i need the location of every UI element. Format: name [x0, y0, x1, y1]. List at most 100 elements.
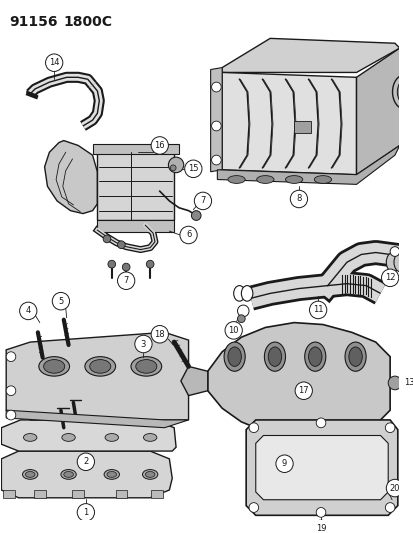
Polygon shape	[217, 146, 399, 184]
Polygon shape	[255, 435, 387, 500]
Ellipse shape	[39, 357, 69, 376]
Circle shape	[191, 211, 201, 220]
Circle shape	[385, 479, 403, 497]
Ellipse shape	[268, 347, 281, 366]
Text: 91156: 91156	[9, 15, 57, 29]
Ellipse shape	[25, 472, 35, 478]
Circle shape	[316, 507, 325, 517]
Circle shape	[211, 155, 221, 165]
Text: 3: 3	[140, 340, 146, 349]
Circle shape	[249, 423, 258, 433]
Text: 7: 7	[200, 197, 205, 205]
Text: 19: 19	[315, 524, 325, 533]
Ellipse shape	[105, 433, 118, 441]
Text: 11: 11	[312, 305, 323, 314]
Circle shape	[290, 190, 307, 208]
Text: 5: 5	[58, 297, 63, 306]
Bar	[97, 220, 174, 232]
Ellipse shape	[61, 470, 76, 479]
Text: 13: 13	[403, 378, 413, 387]
Text: 15: 15	[188, 164, 198, 173]
Circle shape	[52, 293, 69, 310]
Bar	[97, 152, 174, 220]
Text: 18: 18	[154, 330, 165, 339]
Circle shape	[170, 165, 176, 171]
Circle shape	[180, 226, 197, 244]
Polygon shape	[6, 410, 188, 427]
Ellipse shape	[142, 470, 157, 479]
Circle shape	[316, 418, 325, 427]
Ellipse shape	[241, 286, 252, 301]
Circle shape	[6, 410, 16, 420]
Circle shape	[312, 520, 329, 533]
Circle shape	[389, 247, 399, 256]
Circle shape	[146, 260, 154, 268]
Ellipse shape	[313, 175, 331, 183]
Circle shape	[117, 272, 135, 289]
Circle shape	[237, 305, 249, 317]
Ellipse shape	[233, 286, 244, 301]
Circle shape	[6, 352, 16, 361]
Polygon shape	[246, 420, 397, 515]
Ellipse shape	[228, 347, 241, 366]
Circle shape	[135, 335, 152, 353]
Text: 20: 20	[389, 483, 399, 492]
Ellipse shape	[264, 342, 285, 372]
Ellipse shape	[143, 433, 157, 441]
Circle shape	[225, 321, 242, 339]
Text: 1: 1	[83, 508, 88, 517]
Ellipse shape	[393, 253, 406, 272]
Circle shape	[249, 503, 258, 512]
Ellipse shape	[285, 175, 302, 183]
Circle shape	[211, 121, 221, 131]
Text: 16: 16	[154, 141, 165, 150]
Text: 17: 17	[298, 386, 309, 395]
Bar	[34, 490, 45, 498]
Text: 14: 14	[49, 58, 59, 67]
Polygon shape	[356, 48, 399, 175]
Ellipse shape	[308, 347, 321, 366]
Circle shape	[168, 157, 183, 173]
Ellipse shape	[392, 75, 413, 109]
Circle shape	[122, 263, 130, 271]
Ellipse shape	[228, 175, 244, 183]
Text: 4: 4	[26, 306, 31, 316]
Ellipse shape	[22, 470, 38, 479]
Circle shape	[237, 315, 244, 322]
Circle shape	[6, 386, 16, 395]
Bar	[93, 144, 178, 154]
Circle shape	[184, 160, 202, 177]
Ellipse shape	[107, 472, 116, 478]
Text: 8: 8	[296, 195, 301, 204]
Polygon shape	[1, 451, 172, 498]
Circle shape	[387, 376, 401, 390]
Polygon shape	[180, 366, 207, 395]
Polygon shape	[45, 141, 97, 214]
Ellipse shape	[43, 360, 64, 373]
Circle shape	[294, 382, 312, 400]
Ellipse shape	[304, 342, 325, 372]
Ellipse shape	[104, 470, 119, 479]
Text: 7: 7	[123, 276, 128, 285]
Circle shape	[400, 374, 413, 392]
Ellipse shape	[62, 433, 75, 441]
Polygon shape	[222, 72, 356, 175]
Text: 1800C: 1800C	[64, 15, 112, 29]
Circle shape	[385, 423, 394, 433]
Circle shape	[309, 301, 326, 319]
Ellipse shape	[223, 342, 244, 372]
Circle shape	[77, 453, 94, 471]
Circle shape	[117, 241, 125, 248]
Text: 2: 2	[83, 457, 88, 466]
Circle shape	[211, 82, 221, 92]
Ellipse shape	[396, 80, 411, 103]
Ellipse shape	[256, 175, 273, 183]
Ellipse shape	[90, 360, 111, 373]
Text: 12: 12	[384, 273, 394, 282]
Ellipse shape	[24, 433, 37, 441]
Bar	[72, 490, 84, 498]
Circle shape	[151, 136, 168, 154]
Ellipse shape	[145, 472, 154, 478]
Circle shape	[45, 54, 63, 71]
Ellipse shape	[135, 360, 157, 373]
